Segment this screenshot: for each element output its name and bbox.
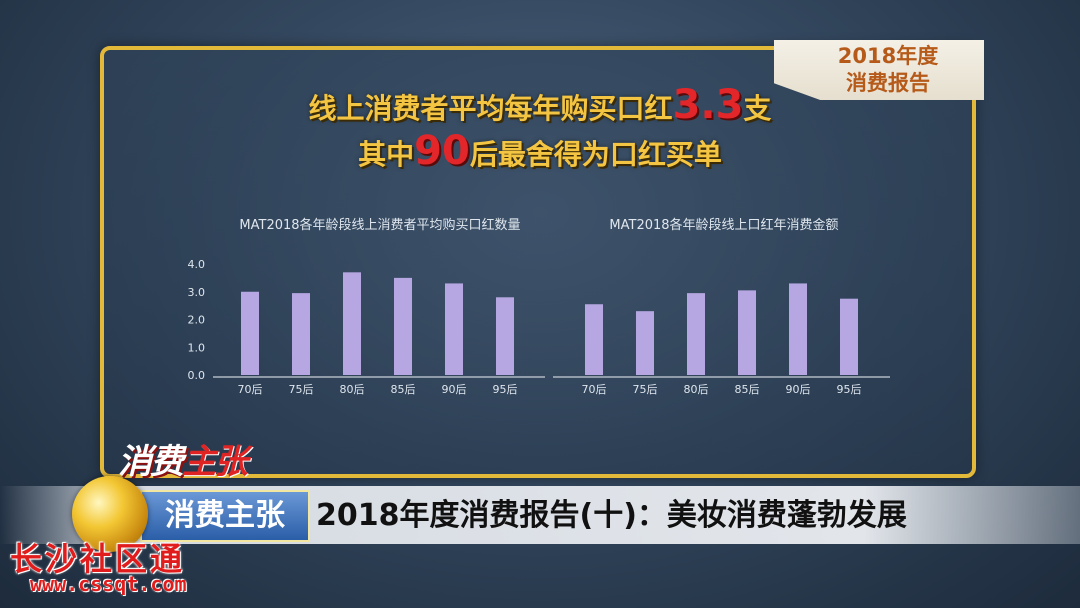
- chart-1-x-tick: 80后: [340, 383, 365, 396]
- show-logo: 消费主张: [118, 434, 318, 484]
- chart-2-bar: [789, 283, 807, 375]
- chart-1-x-tick: 70后: [238, 383, 263, 396]
- chart-1-y-tick: 2.0: [188, 314, 206, 327]
- chart-2-bar: [687, 293, 705, 375]
- headline-line1-number: 3.3: [672, 82, 744, 128]
- chart-1-x-tick: 75后: [289, 383, 314, 396]
- chart-2-x-tick: 70后: [582, 383, 607, 396]
- headline-line1-suffix: 支: [743, 92, 772, 125]
- chart-2-bar: [636, 311, 654, 375]
- watermark-name: 长沙社区通: [10, 540, 186, 578]
- chart-2-x-tick: 80后: [684, 383, 709, 396]
- show-logo-part-a: 消费: [118, 442, 184, 482]
- report-year-tag: 2018年度 消费报告: [774, 40, 984, 100]
- chart-1-bar: [292, 293, 310, 375]
- chart-2-x-tick: 85后: [735, 383, 760, 396]
- report-year-tag-line2: 消费报告: [846, 71, 930, 95]
- chart-1-y-tick: 3.0: [188, 286, 206, 299]
- chart-1-x-tick: 85后: [391, 383, 416, 396]
- headline-line2-prefix: 其中: [358, 138, 415, 171]
- headline-line1: 线上消费者平均每年购买口红3.3支: [0, 82, 1080, 128]
- chart-1-y-tick: 0.0: [188, 369, 206, 382]
- chart-1-x-tick: 90后: [442, 383, 467, 396]
- chart-1-bar: [343, 272, 361, 375]
- chart-1-title: MAT2018各年龄段线上消费者平均购买口红数量: [239, 217, 520, 233]
- watermark-url: www.cssqt.com: [30, 572, 187, 596]
- chart-1-bar: [394, 277, 412, 375]
- chart-2-x-tick: 90后: [786, 383, 811, 396]
- chart-2-title: MAT2018各年龄段线上口红年消费金额: [609, 217, 838, 233]
- chart-2-x-tick: 75后: [633, 383, 658, 396]
- chart-1-bar: [445, 283, 463, 375]
- globe-icon: [72, 476, 148, 552]
- report-year-tag-line1: 2018年度: [837, 44, 939, 68]
- headline-line2-suffix: 后最舍得为口红买单: [469, 138, 722, 171]
- chart-1-y-tick: 1.0: [188, 341, 206, 354]
- chart-2-bar: [840, 298, 858, 375]
- report-frame: [100, 46, 976, 478]
- program-tag: 消费主张: [140, 490, 310, 542]
- headline-line1-prefix: 线上消费者平均每年购买口红: [308, 92, 673, 125]
- chart-1-bar: [241, 291, 259, 375]
- chart-1-bar: [496, 297, 514, 375]
- chart-2-bar: [738, 290, 756, 375]
- lower-third-title: 2018年度消费报告(十)：美妆消费蓬勃发展: [316, 498, 907, 533]
- headline-line2-number: 90: [414, 128, 470, 174]
- chart-2-x-tick: 95后: [837, 383, 862, 396]
- chart-2-bar: [585, 304, 603, 375]
- headline-line2: 其中90后最舍得为口红买单: [0, 128, 1080, 174]
- chart-1-x-tick: 95后: [493, 383, 518, 396]
- show-logo-part-b: 主张: [182, 442, 248, 482]
- chart-1-y-tick: 4.0: [188, 258, 206, 271]
